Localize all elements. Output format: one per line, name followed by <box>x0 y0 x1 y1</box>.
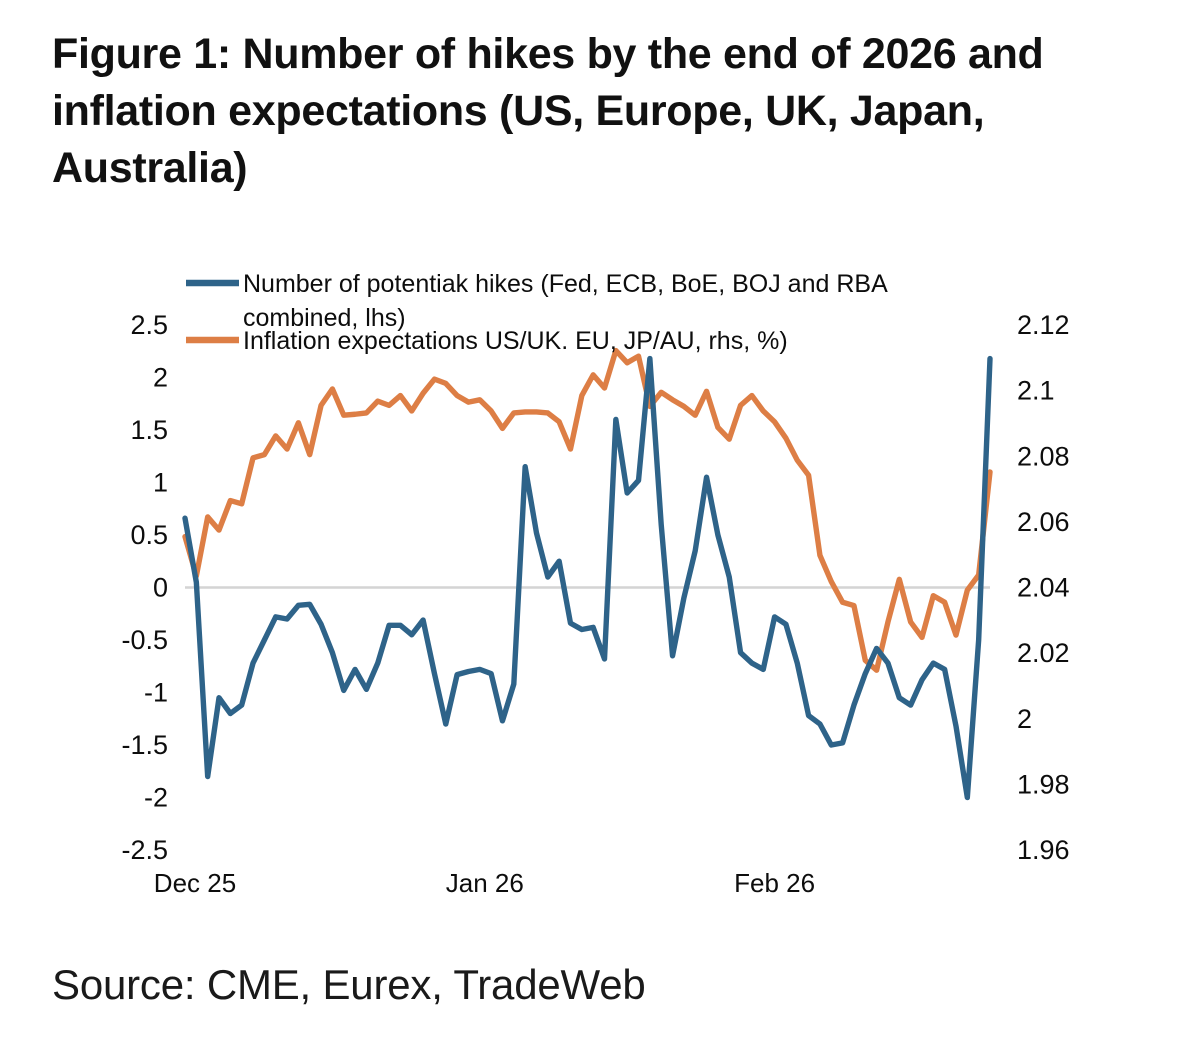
left-axis-tick-label: -1 <box>144 678 168 708</box>
left-axis-tick-label: 1 <box>153 468 168 498</box>
chart-legend: Number of potentiak hikes (Fed, ECB, BoE… <box>186 270 888 355</box>
chart-svg: 2.5 2 1.5 1 0.5 0 -0.5 -1 -1.5 -2 -2.5 2.12 2.1 2.08… <box>121 270 1070 898</box>
legend-label-hikes-line2: combined, lhs) <box>243 304 406 332</box>
legend-label-hikes-line1: Number of potentiak hikes (Fed, ECB, BoE… <box>243 270 888 298</box>
left-axis-tick-label: 2.5 <box>130 310 168 340</box>
series-line-inflation-expectations <box>182 347 993 673</box>
x-axis-tick-label: Dec 25 <box>154 868 236 898</box>
right-axis-tick-label: 2 <box>1017 704 1032 734</box>
right-axis-tick-label: 2.06 <box>1017 507 1070 537</box>
right-axis-tick-label: 1.96 <box>1017 835 1070 865</box>
right-axis-tick-label: 2.08 <box>1017 441 1070 471</box>
x-axis-tick-label: Jan 26 <box>446 868 524 898</box>
x-axis-tick-group: Dec 25 Jan 26 Feb 26 <box>154 868 815 898</box>
figure-title: Figure 1: Number of hikes by the end of … <box>52 30 1056 192</box>
left-axis-tick-label: 0 <box>153 573 168 603</box>
right-axis-tick-label: 2.12 <box>1017 310 1070 340</box>
right-axis-tick-label: 2.02 <box>1017 638 1070 668</box>
left-axis-tick-label: -2.5 <box>121 835 168 865</box>
left-axis-tick-label: 0.5 <box>130 520 168 550</box>
right-axis-tick-label: 1.98 <box>1017 769 1070 799</box>
right-axis-tick-label: 2.1 <box>1017 376 1055 406</box>
left-axis-tick-label: -2 <box>144 783 168 813</box>
source-note: Source: CME, Eurex, TradeWeb <box>52 961 646 1008</box>
left-axis-tick-label: 2 <box>153 363 168 393</box>
left-axis-tick-label: 1.5 <box>130 415 168 445</box>
x-axis-tick-label: Feb 26 <box>734 868 815 898</box>
left-axis-tick-label: -1.5 <box>121 730 168 760</box>
left-axis-tick-label: -0.5 <box>121 625 168 655</box>
left-axis-tick-group: 2.5 2 1.5 1 0.5 0 -0.5 -1 -1.5 -2 -2.5 <box>121 310 168 865</box>
legend-label-inflation: Inflation expectations US/UK. EU, JP/AU,… <box>243 327 788 355</box>
chart-plot-area: 2.5 2 1.5 1 0.5 0 -0.5 -1 -1.5 -2 -2.5 2.12 2.1 2.08… <box>0 232 1179 922</box>
series-line-number-of-hikes <box>182 355 993 801</box>
right-axis-tick-group: 2.12 2.1 2.08 2.06 2.04 2.02 2 1.98 1.96 <box>1017 310 1070 865</box>
right-axis-tick-label: 2.04 <box>1017 573 1070 603</box>
